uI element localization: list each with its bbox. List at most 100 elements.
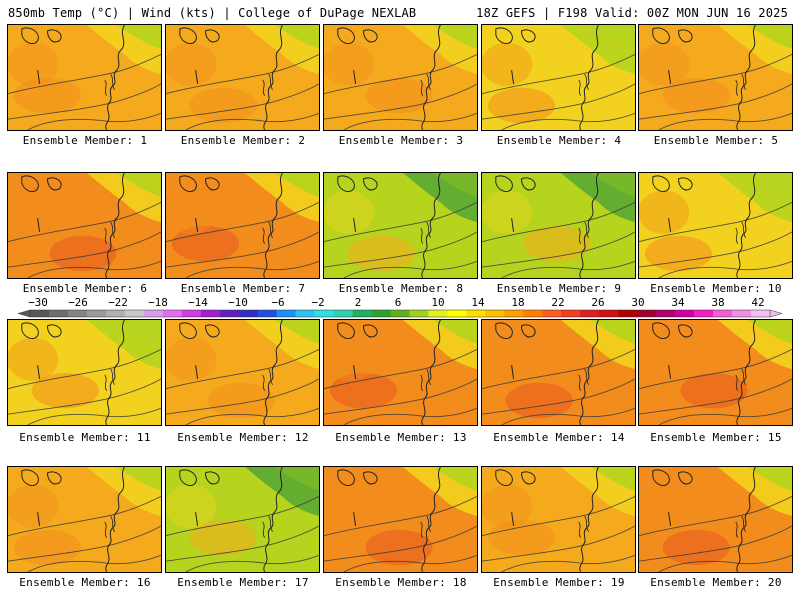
ensemble-member-label: Ensemble Member: 5 xyxy=(653,134,779,147)
ensemble-member-label: Ensemble Member: 1 xyxy=(22,134,148,147)
ensemble-member-label: Ensemble Member: 20 xyxy=(650,576,782,589)
temperature-colorbar: −30 −26 −22 −18 −14 −10 −6 −2 2 6 10 14 18 22 26 30 34 38… xyxy=(17,296,783,318)
temperature-map xyxy=(166,320,319,425)
ensemble-member-label: Ensemble Member: 4 xyxy=(496,134,622,147)
ensemble-map-panel xyxy=(481,466,636,573)
colorbar-swatch xyxy=(390,310,410,317)
temperature-map xyxy=(639,467,792,572)
ensemble-map-panel xyxy=(323,172,478,279)
colorbar-tick-label: 38 xyxy=(711,296,724,309)
colorbar-swatch xyxy=(428,310,448,317)
temperature-map xyxy=(324,320,477,425)
colorbar-swatch xyxy=(257,310,277,317)
temperature-map xyxy=(324,467,477,572)
colorbar-tick-label: 2 xyxy=(355,296,362,309)
temperature-map xyxy=(639,320,792,425)
colorbar-tick-label: 18 xyxy=(511,296,524,309)
ensemble-map-panel xyxy=(481,24,636,131)
colorbar-swatch xyxy=(162,310,183,317)
ensemble-map-panel xyxy=(165,172,320,279)
ensemble-member-label: Ensemble Member: 12 xyxy=(177,431,309,444)
colorbar-swatch xyxy=(143,310,164,317)
colorbar-swatch xyxy=(713,310,733,317)
temperature-map xyxy=(482,320,635,425)
ensemble-member-label: Ensemble Member: 14 xyxy=(493,431,625,444)
colorbar-swatch xyxy=(409,310,429,317)
ensemble-member-label: Ensemble Member: 16 xyxy=(19,576,151,589)
temperature-map xyxy=(8,25,161,130)
colorbar-tick-label: −26 xyxy=(68,296,88,309)
temperature-map xyxy=(324,25,477,130)
ensemble-member-label: Ensemble Member: 18 xyxy=(335,576,467,589)
colorbar-swatch xyxy=(466,310,486,317)
colorbar-swatch xyxy=(637,310,657,317)
colorbar-swatch xyxy=(86,310,107,317)
ensemble-member-label: Ensemble Member: 10 xyxy=(650,282,782,295)
map-title: 850mb Temp (°C) | Wind (kts) | College o… xyxy=(8,6,417,20)
colorbar-tick-label: −10 xyxy=(228,296,248,309)
colorbar-swatch xyxy=(599,310,619,317)
colorbar-low-arrow xyxy=(17,309,31,318)
colorbar-tick-label: −14 xyxy=(188,296,208,309)
colorbar-swatch xyxy=(67,310,88,317)
ensemble-member-label: Ensemble Member: 8 xyxy=(338,282,464,295)
ensemble-map-panel xyxy=(323,466,478,573)
colorbar-swatch xyxy=(732,310,752,317)
temperature-map xyxy=(482,467,635,572)
colorbar-tick-label: −6 xyxy=(271,296,284,309)
temperature-map xyxy=(8,320,161,425)
ensemble-map-panel xyxy=(165,319,320,426)
ensemble-member-label: Ensemble Member: 13 xyxy=(335,431,467,444)
colorbar-swatch xyxy=(523,310,543,317)
colorbar-swatch xyxy=(124,310,145,317)
colorbar-tick-label: 30 xyxy=(631,296,644,309)
ensemble-map-panel xyxy=(638,172,793,279)
temperature-map xyxy=(482,173,635,278)
colorbar-swatch xyxy=(618,310,638,317)
temperature-map xyxy=(324,173,477,278)
temperature-map xyxy=(8,173,161,278)
colorbar-swatch xyxy=(675,310,695,317)
temperature-map xyxy=(166,25,319,130)
colorbar-tick-label: 26 xyxy=(591,296,604,309)
colorbar-swatch xyxy=(751,310,771,317)
colorbar-tick-label: 34 xyxy=(671,296,685,309)
ensemble-map-panel xyxy=(165,466,320,573)
colorbar-swatch xyxy=(352,310,372,317)
colorbar-swatch xyxy=(694,310,714,317)
colorbar-swatch xyxy=(504,310,524,317)
colorbar-tick-label: 22 xyxy=(551,296,564,309)
colorbar-high-arrow xyxy=(769,309,783,318)
ensemble-member-label: Ensemble Member: 9 xyxy=(496,282,622,295)
colorbar-tick-label: −18 xyxy=(148,296,168,309)
ensemble-member-label: Ensemble Member: 6 xyxy=(22,282,148,295)
colorbar-swatch xyxy=(48,310,69,317)
ensemble-map-panel xyxy=(165,24,320,131)
colorbar-tick-label: −2 xyxy=(311,296,324,309)
colorbar-tick-label: 42 xyxy=(751,296,764,309)
temperature-map xyxy=(639,173,792,278)
colorbar-swatch xyxy=(181,310,202,317)
ensemble-member-label: Ensemble Member: 7 xyxy=(180,282,306,295)
colorbar-swatch xyxy=(656,310,676,317)
ensemble-map-panel xyxy=(481,172,636,279)
ensemble-member-label: Ensemble Member: 11 xyxy=(19,431,151,444)
colorbar-tick-label: 14 xyxy=(471,296,485,309)
model-valid-time: 18Z GEFS | F198 Valid: 00Z MON JUN 16 20… xyxy=(476,6,788,20)
colorbar-swatch xyxy=(200,310,221,317)
colorbar-tick-label: −22 xyxy=(108,296,128,309)
colorbar-swatch xyxy=(371,310,391,317)
colorbar-swatch xyxy=(580,310,600,317)
ensemble-member-label: Ensemble Member: 17 xyxy=(177,576,309,589)
ensemble-map-panel xyxy=(323,24,478,131)
colorbar-swatch xyxy=(295,310,315,317)
ensemble-member-label: Ensemble Member: 15 xyxy=(650,431,782,444)
ensemble-map-panel xyxy=(323,319,478,426)
temperature-map xyxy=(166,467,319,572)
colorbar-swatch xyxy=(238,310,258,317)
ensemble-map-panel xyxy=(481,319,636,426)
ensemble-map-panel xyxy=(7,24,162,131)
ensemble-map-panel xyxy=(7,172,162,279)
colorbar-tick-label: 10 xyxy=(431,296,444,309)
temperature-map xyxy=(8,467,161,572)
